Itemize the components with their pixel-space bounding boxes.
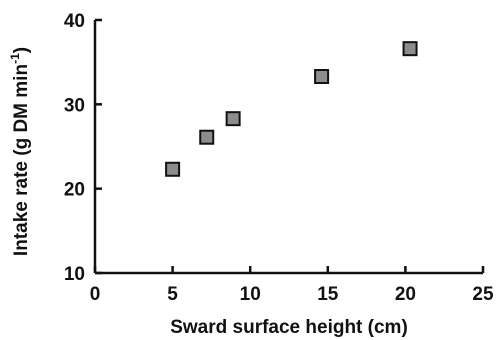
x-tick-label: 0: [90, 284, 101, 305]
x-tick-label: 20: [395, 284, 416, 305]
data-point: [165, 161, 181, 177]
y-axis-label: Intake rate (g DM min-1): [8, 47, 32, 256]
y-axis-label-end: ): [11, 47, 32, 53]
x-ticks: 0 5 10 15 20 25: [90, 266, 494, 305]
x-axis-label: Sward surface height (cm): [170, 317, 408, 338]
x-tick-label: 15: [317, 284, 339, 305]
x-tick-label: 5: [167, 284, 178, 305]
y-tick-label: 20: [64, 180, 85, 201]
data-point: [314, 69, 330, 85]
y-tick-label: 10: [64, 264, 85, 285]
y-ticks: 10 20 30 40: [64, 11, 102, 285]
x-tick-label: 25: [472, 284, 494, 305]
y-tick-label: 30: [64, 95, 85, 116]
data-points: [165, 41, 418, 177]
axes: [93, 20, 483, 275]
x-tick-label: 10: [240, 284, 261, 305]
data-point: [225, 111, 241, 127]
y-axis-label-superscript: -1: [8, 53, 22, 64]
y-axis-label-main: Intake rate (g DM min: [11, 64, 32, 256]
y-tick-label: 40: [64, 11, 85, 32]
data-point: [402, 41, 418, 57]
data-point: [199, 129, 215, 145]
